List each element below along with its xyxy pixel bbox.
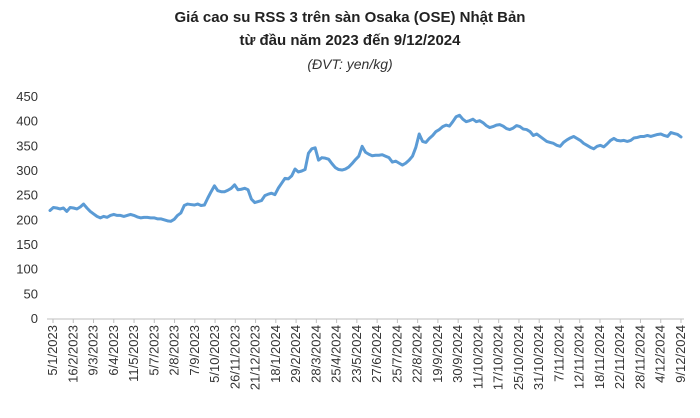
y-tick-label: 150 bbox=[16, 237, 38, 252]
chart-title: Giá cao su RSS 3 trên sàn Osaka (OSE) Nh… bbox=[174, 9, 526, 26]
x-tick-label: 25/10/2024 bbox=[511, 325, 526, 390]
x-tick-label: 25/4/2024 bbox=[329, 325, 344, 383]
y-tick-label: 450 bbox=[16, 89, 38, 104]
x-tick-label: 23/5/2024 bbox=[349, 325, 364, 383]
y-tick-label: 350 bbox=[16, 138, 38, 153]
x-tick-label: 7/11/2024 bbox=[551, 325, 566, 382]
x-tick-label: 11/10/2024 bbox=[470, 325, 485, 389]
x-tick-label: 18/11/2024 bbox=[592, 325, 607, 389]
x-tick-label: 29/2/2024 bbox=[288, 325, 303, 383]
x-tick-label: 9/12/2024 bbox=[673, 325, 688, 383]
y-tick-label: 300 bbox=[16, 163, 38, 178]
x-tick-label: 21/12/2023 bbox=[248, 325, 263, 390]
x-tick-label: 4/12/2024 bbox=[653, 325, 668, 383]
x-tick-label: 19/9/2024 bbox=[430, 325, 445, 383]
x-tick-label: 5/10/2023 bbox=[207, 325, 222, 383]
x-tick-label: 22/8/2024 bbox=[410, 325, 425, 383]
y-tick-label: 400 bbox=[16, 114, 38, 129]
x-tick-label: 31/10/2024 bbox=[531, 325, 546, 390]
x-tick-label: 26/11/2023 bbox=[227, 325, 242, 389]
y-tick-label: 0 bbox=[31, 311, 38, 326]
x-tick-label: 18/1/2024 bbox=[268, 325, 283, 383]
chart-title-line2: từ đầu năm 2023 đến 9/12/2024 bbox=[239, 32, 461, 49]
x-tick-label: 22/11/2024 bbox=[612, 325, 627, 389]
x-tick-label: 28/11/2024 bbox=[632, 325, 647, 389]
x-tick-label: 2/8/2023 bbox=[167, 325, 182, 376]
y-tick-label: 250 bbox=[16, 188, 38, 203]
x-tick-label: 28/3/2024 bbox=[308, 325, 323, 383]
x-tick-label: 5/1/2023 bbox=[45, 325, 60, 376]
y-tick-label: 100 bbox=[16, 262, 38, 277]
x-tick-label: 12/11/2024 bbox=[572, 325, 587, 389]
x-tick-label: 27/6/2024 bbox=[369, 325, 384, 383]
x-tick-label: 16/2/2023 bbox=[65, 325, 80, 383]
series-line bbox=[48, 113, 683, 223]
x-tick-label: 7/9/2023 bbox=[187, 325, 202, 376]
x-tick-label: 6/4/2023 bbox=[106, 325, 121, 376]
x-tick-label: 5/7/2023 bbox=[146, 325, 161, 376]
y-tick-label: 50 bbox=[24, 286, 38, 301]
x-tick-label: 25/7/2024 bbox=[389, 325, 404, 383]
y-tick-label: 200 bbox=[16, 212, 38, 227]
x-tick-label: 30/9/2024 bbox=[450, 325, 465, 383]
chart-subtitle: (ĐVT: yen/kg) bbox=[307, 56, 393, 72]
x-tick-label: 9/3/2023 bbox=[86, 325, 101, 376]
x-tick-label: 17/10/2024 bbox=[491, 325, 506, 390]
x-tick-label: 11/5/2023 bbox=[126, 325, 141, 382]
